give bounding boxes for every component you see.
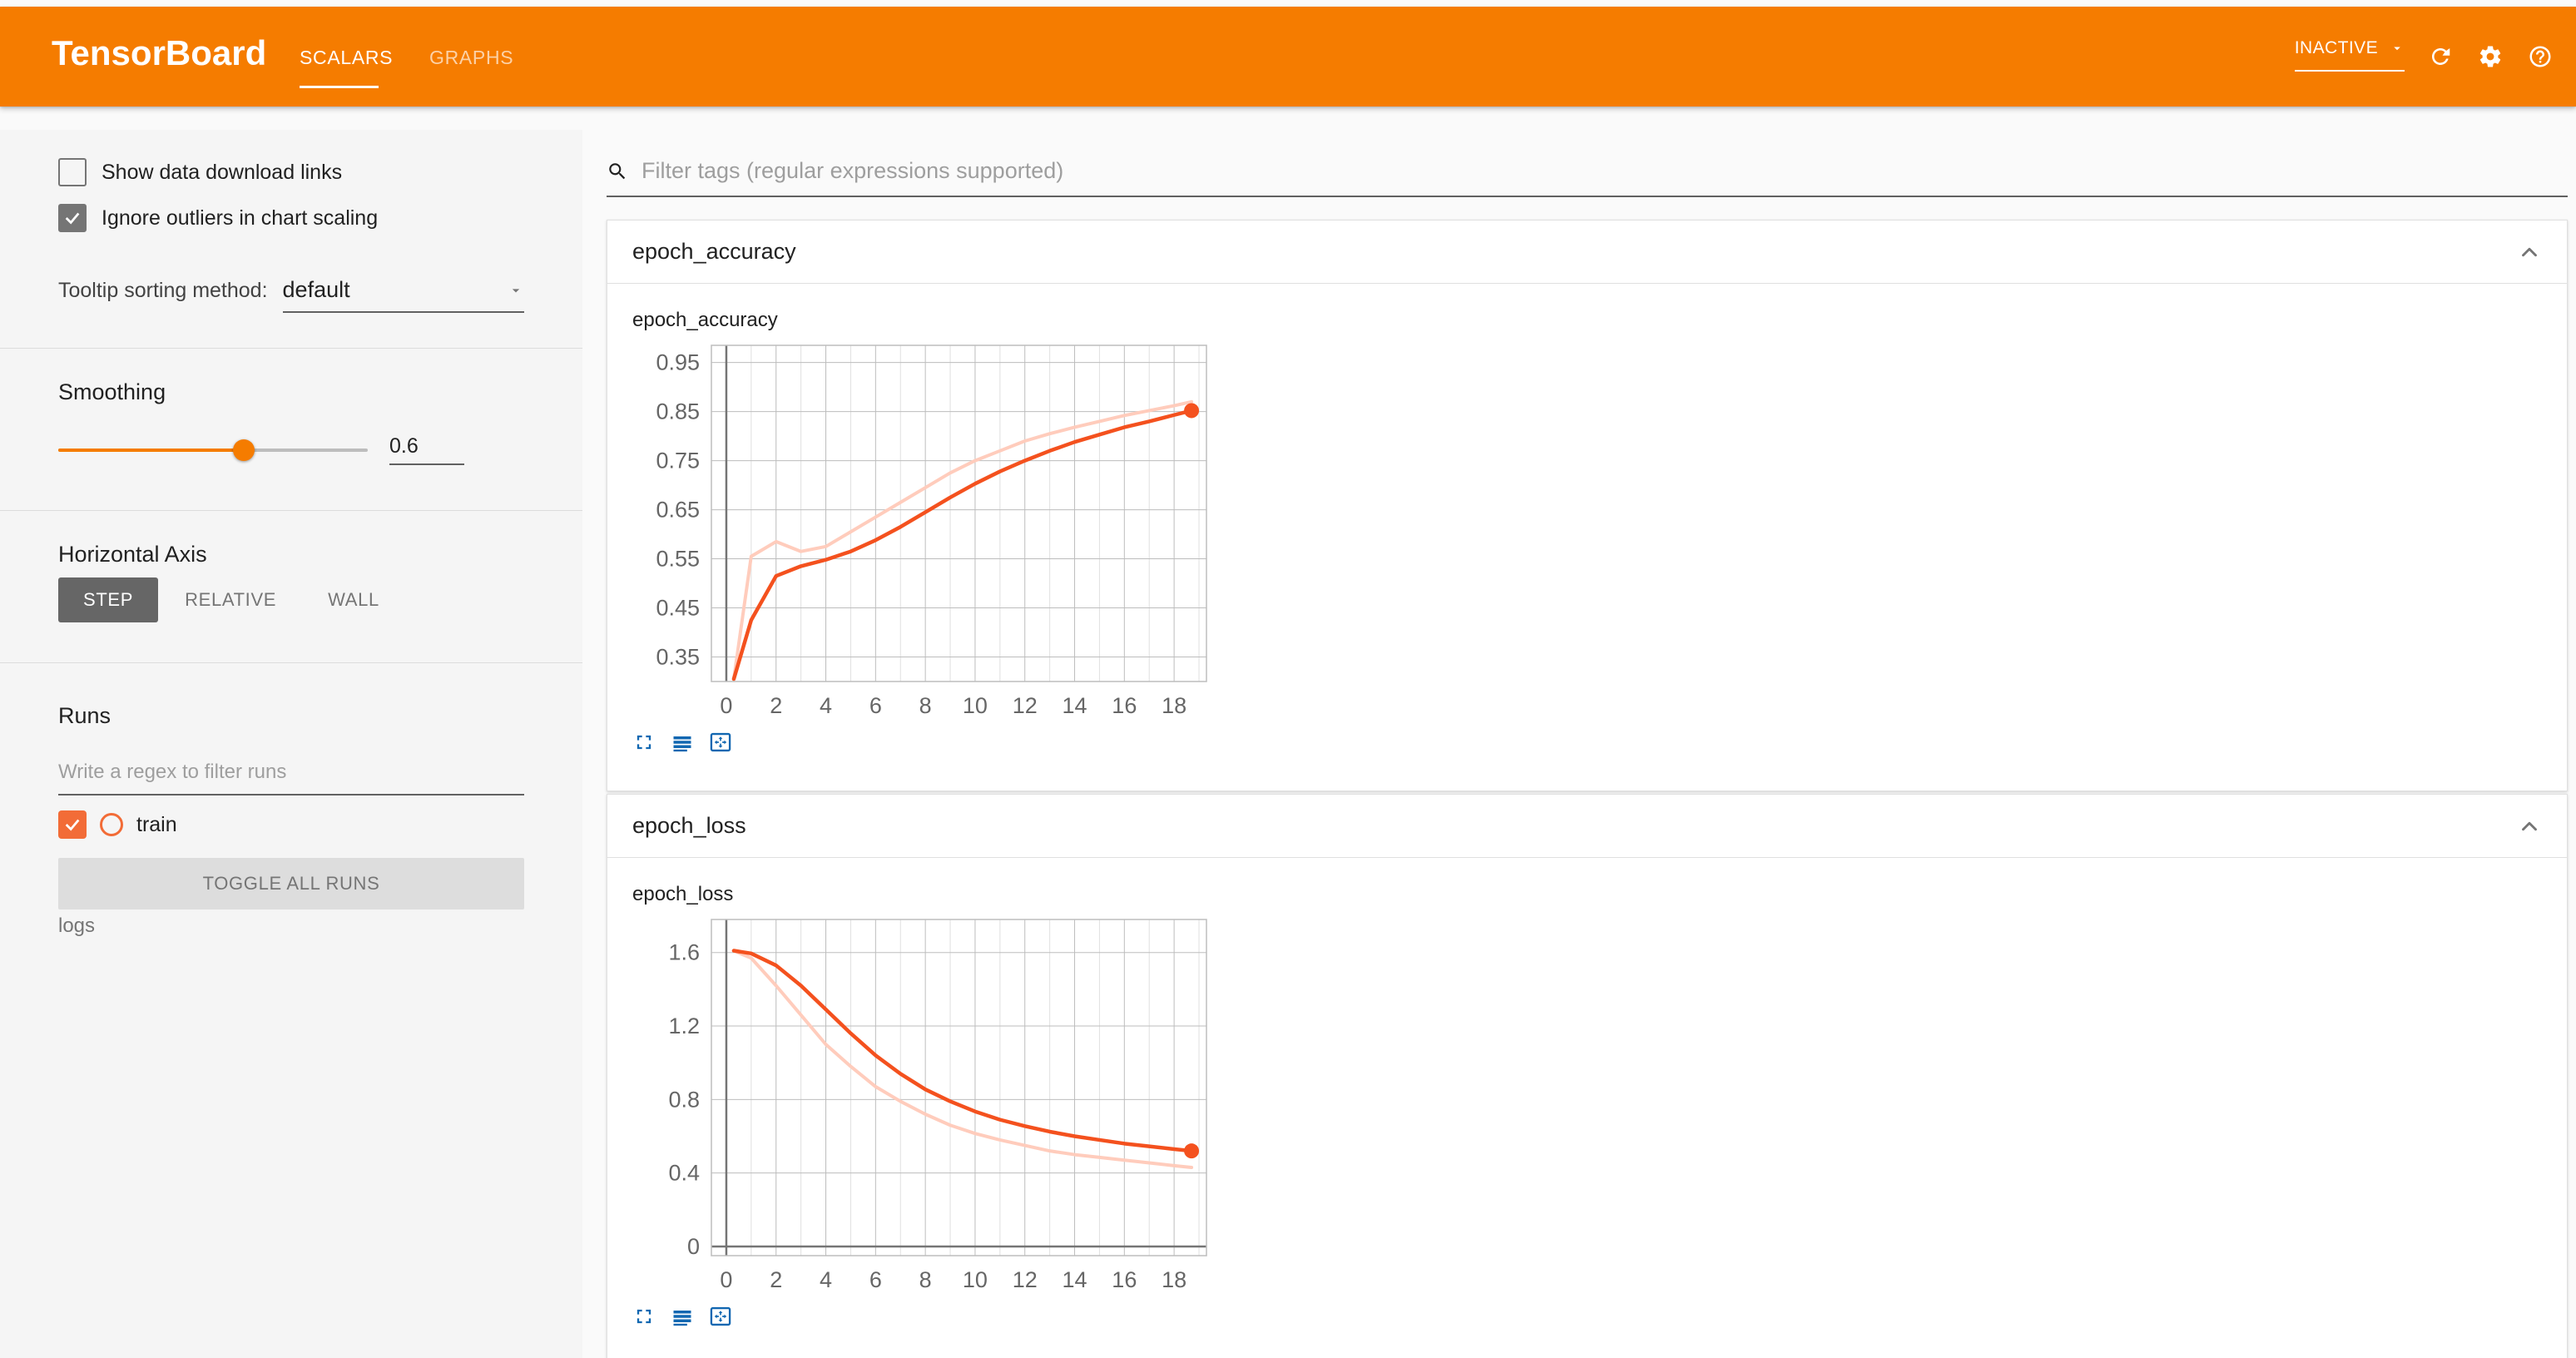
svg-text:0.65: 0.65 bbox=[656, 498, 700, 523]
svg-text:0: 0 bbox=[687, 1234, 700, 1259]
svg-text:14: 14 bbox=[1063, 1267, 1087, 1292]
svg-text:0.95: 0.95 bbox=[656, 350, 700, 375]
svg-text:8: 8 bbox=[919, 693, 932, 718]
svg-text:0.85: 0.85 bbox=[656, 399, 700, 424]
svg-text:1.6: 1.6 bbox=[668, 940, 700, 965]
svg-text:4: 4 bbox=[820, 1267, 832, 1292]
svg-text:0.4: 0.4 bbox=[668, 1161, 700, 1186]
svg-text:16: 16 bbox=[1112, 693, 1137, 718]
svg-text:0.75: 0.75 bbox=[656, 449, 700, 473]
svg-text:14: 14 bbox=[1063, 693, 1087, 718]
svg-text:12: 12 bbox=[1013, 1267, 1038, 1292]
svg-text:4: 4 bbox=[820, 693, 832, 718]
svg-text:0.8: 0.8 bbox=[668, 1087, 700, 1112]
svg-text:18: 18 bbox=[1162, 693, 1186, 718]
svg-text:0: 0 bbox=[720, 1267, 732, 1292]
svg-text:1.2: 1.2 bbox=[668, 1014, 700, 1038]
svg-text:8: 8 bbox=[919, 1267, 932, 1292]
svg-text:10: 10 bbox=[963, 1267, 988, 1292]
svg-text:0.45: 0.45 bbox=[656, 596, 700, 621]
svg-text:10: 10 bbox=[963, 693, 988, 718]
svg-text:18: 18 bbox=[1162, 1267, 1186, 1292]
svg-text:2: 2 bbox=[770, 1267, 782, 1292]
svg-text:6: 6 bbox=[869, 693, 882, 718]
svg-text:0.55: 0.55 bbox=[656, 547, 700, 572]
svg-text:2: 2 bbox=[770, 693, 782, 718]
svg-text:6: 6 bbox=[869, 1267, 882, 1292]
svg-text:16: 16 bbox=[1112, 1267, 1137, 1292]
svg-text:12: 12 bbox=[1013, 693, 1038, 718]
svg-text:0: 0 bbox=[720, 693, 732, 718]
svg-text:0.35: 0.35 bbox=[656, 645, 700, 670]
